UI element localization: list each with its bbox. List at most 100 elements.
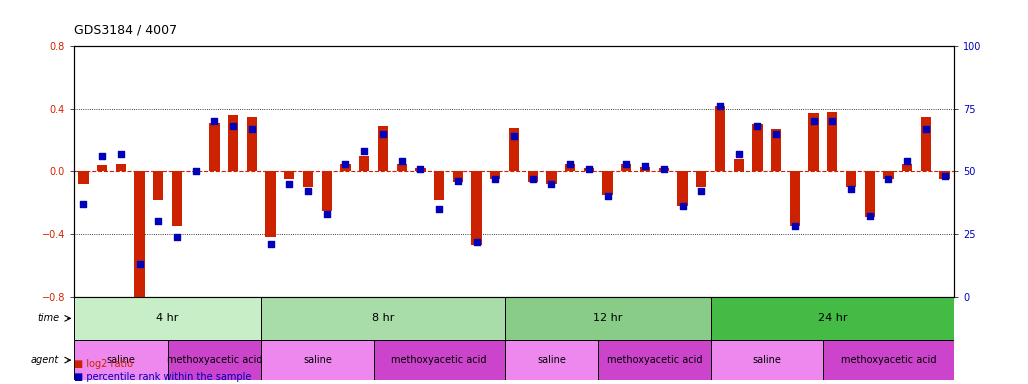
- Bar: [734, 159, 744, 171]
- Bar: [378, 126, 389, 171]
- Bar: [153, 171, 163, 200]
- Point: [469, 238, 485, 245]
- Text: methoxyacetic acid: methoxyacetic acid: [607, 355, 702, 365]
- Text: methoxyacetic acid: methoxyacetic acid: [392, 355, 487, 365]
- Bar: [452, 171, 463, 182]
- Point: [244, 126, 260, 132]
- Point: [524, 176, 541, 182]
- Bar: [261, 296, 505, 340]
- Bar: [261, 340, 373, 380]
- Point: [786, 223, 803, 230]
- Bar: [710, 340, 823, 380]
- Text: ■ percentile rank within the sample: ■ percentile rank within the sample: [74, 372, 252, 382]
- Text: 8 hr: 8 hr: [372, 313, 394, 323]
- Point: [225, 123, 242, 129]
- Point: [656, 166, 672, 172]
- Text: ■ log2 ratio: ■ log2 ratio: [74, 359, 133, 369]
- Point: [711, 103, 728, 109]
- Point: [169, 233, 185, 240]
- Point: [898, 158, 915, 164]
- Point: [113, 151, 130, 157]
- Text: agent: agent: [31, 355, 59, 365]
- Bar: [303, 171, 314, 187]
- Text: time: time: [37, 313, 59, 323]
- Bar: [771, 129, 781, 171]
- Text: 4 hr: 4 hr: [156, 313, 179, 323]
- Point: [543, 181, 559, 187]
- Bar: [247, 117, 257, 171]
- Bar: [168, 340, 261, 380]
- Bar: [210, 123, 220, 171]
- Point: [375, 131, 392, 137]
- Point: [487, 176, 504, 182]
- Bar: [505, 340, 598, 380]
- Bar: [505, 296, 710, 340]
- Text: 24 hr: 24 hr: [817, 313, 847, 323]
- Bar: [340, 164, 351, 171]
- Text: 12 hr: 12 hr: [593, 313, 622, 323]
- Point: [337, 161, 354, 167]
- Bar: [373, 340, 505, 380]
- Bar: [565, 164, 576, 171]
- Text: saline: saline: [752, 355, 781, 365]
- Bar: [621, 164, 631, 171]
- Bar: [752, 124, 763, 171]
- Point: [94, 153, 110, 159]
- Bar: [472, 171, 482, 245]
- Point: [768, 131, 784, 137]
- Point: [731, 151, 747, 157]
- Bar: [228, 115, 238, 171]
- Point: [749, 123, 766, 129]
- Text: methoxyacetic acid: methoxyacetic acid: [167, 355, 262, 365]
- Bar: [265, 171, 276, 237]
- Point: [132, 261, 148, 267]
- Point: [618, 161, 634, 167]
- Point: [412, 166, 429, 172]
- Point: [861, 214, 878, 220]
- Point: [636, 163, 653, 169]
- Bar: [639, 167, 650, 171]
- Bar: [116, 164, 126, 171]
- Text: saline: saline: [537, 355, 565, 365]
- Bar: [921, 117, 931, 171]
- Text: saline: saline: [303, 355, 332, 365]
- Bar: [434, 171, 444, 200]
- Bar: [172, 171, 182, 226]
- Point: [150, 218, 167, 225]
- Bar: [865, 171, 875, 217]
- Bar: [359, 156, 369, 171]
- Bar: [790, 171, 800, 226]
- Bar: [509, 127, 519, 171]
- Bar: [710, 296, 954, 340]
- Text: methoxyacetic acid: methoxyacetic acid: [841, 355, 937, 365]
- Point: [300, 188, 317, 194]
- Point: [394, 158, 410, 164]
- Point: [449, 178, 466, 184]
- Point: [880, 176, 896, 182]
- Bar: [74, 340, 168, 380]
- Point: [281, 181, 297, 187]
- Point: [75, 201, 91, 207]
- Point: [356, 148, 372, 154]
- Bar: [828, 112, 838, 171]
- Point: [918, 126, 934, 132]
- Bar: [902, 164, 912, 171]
- Point: [187, 168, 204, 174]
- Bar: [397, 164, 407, 171]
- Bar: [602, 171, 613, 195]
- Point: [599, 194, 616, 200]
- Bar: [490, 171, 501, 179]
- Point: [937, 173, 953, 179]
- Point: [824, 118, 841, 124]
- Point: [431, 206, 447, 212]
- Point: [805, 118, 821, 124]
- Bar: [135, 171, 145, 300]
- Bar: [659, 168, 669, 171]
- Point: [843, 186, 859, 192]
- Text: saline: saline: [106, 355, 136, 365]
- Bar: [677, 171, 688, 206]
- Point: [581, 166, 597, 172]
- Point: [319, 211, 335, 217]
- Bar: [823, 340, 954, 380]
- Bar: [808, 113, 818, 171]
